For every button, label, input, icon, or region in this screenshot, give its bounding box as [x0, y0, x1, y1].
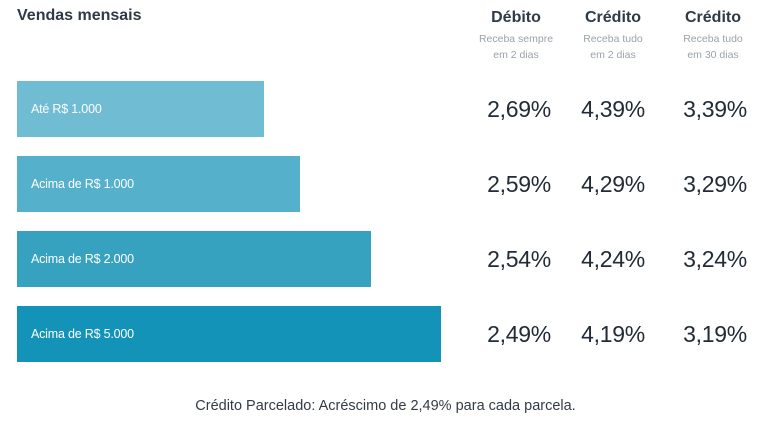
table-row: Acima de R$ 5.000 2,49% 4,19% 3,19%: [0, 306, 771, 362]
table-row: Acima de R$ 2.000 2,54% 4,24% 3,24%: [0, 231, 771, 287]
rate-credito-2-dias: 4,39%: [581, 96, 645, 122]
tier-bar: Até R$ 1.000: [17, 81, 264, 137]
column-subheading: Receba tudo em 2 dias: [583, 33, 643, 61]
rate-credito-2-dias: 4,19%: [581, 321, 645, 347]
column-subheading: Receba tudo em 30 dias: [683, 33, 743, 61]
rate-debito: 2,59%: [487, 171, 551, 197]
rate-debito: 2,54%: [487, 246, 551, 272]
rate-debito: 2,69%: [487, 96, 551, 122]
rate-credito-30-dias: 3,39%: [683, 96, 747, 122]
tier-bar: Acima de R$ 5.000: [17, 306, 441, 362]
column-subheading: Receba sempre em 2 dias: [478, 33, 554, 61]
table-row: Até R$ 1.000 2,69% 4,39% 3,39%: [0, 81, 771, 137]
column-header-debito: Débito Receba sempre em 2 dias: [461, 8, 571, 63]
rate-credito-30-dias: 3,24%: [683, 246, 747, 272]
tier-bar: Acima de R$ 2.000: [17, 231, 371, 287]
tier-bar: Acima de R$ 1.000: [17, 156, 300, 212]
column-heading: Crédito: [685, 9, 741, 26]
column-header-credito-2-dias: Crédito Receba tudo em 2 dias: [558, 8, 668, 63]
rate-credito-2-dias: 4,29%: [581, 171, 645, 197]
rate-credito-2-dias: 4,24%: [581, 246, 645, 272]
column-header-credito-30-dias: Crédito Receba tudo em 30 dias: [658, 8, 768, 63]
rate-credito-30-dias: 3,29%: [683, 171, 747, 197]
rate-debito: 2,49%: [487, 321, 551, 347]
rate-credito-30-dias: 3,19%: [683, 321, 747, 347]
column-heading: Débito: [491, 9, 541, 26]
table-row: Acima de R$ 1.000 2,59% 4,29% 3,29%: [0, 156, 771, 212]
column-heading: Crédito: [585, 9, 641, 26]
page-title: Vendas mensais: [17, 7, 142, 24]
footnote: Crédito Parcelado: Acréscimo de 2,49% pa…: [195, 398, 576, 414]
